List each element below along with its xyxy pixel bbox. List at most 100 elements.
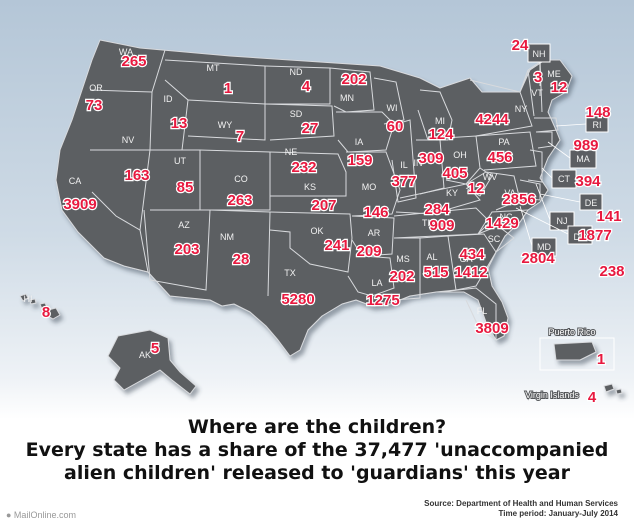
state-value-nc: 1429: [485, 215, 518, 232]
state-abbr-ks: KS: [304, 182, 316, 192]
virgin-islands-value: 4: [588, 389, 597, 406]
state-shape-hi: [19, 293, 61, 320]
state-abbr-or: OR: [89, 83, 103, 93]
state-abbr-tn: TN: [422, 218, 434, 228]
state-value-ne: 232: [291, 159, 316, 176]
state-value-ut: 85: [177, 179, 194, 196]
callout-box-dc: [567, 225, 593, 245]
state-abbr-ct: CT: [558, 174, 570, 184]
headline-line-2: Every state has a share of the 37,477 'u…: [25, 439, 609, 461]
state-abbr-ut: UT: [174, 156, 186, 166]
state-value-mo: 146: [363, 204, 388, 221]
us-state-map: WA OR CA ID NV MT WY UT CO AZ NM ND SD NE KS OK TX MN IA MO…: [19, 36, 626, 407]
state-abbr-va: VA: [504, 188, 515, 198]
state-shape-vi: [603, 383, 623, 395]
state-abbr-md: MD: [537, 242, 551, 252]
state-value-pa: 456: [487, 149, 512, 166]
state-value-oh: 405: [442, 165, 467, 182]
state-value-in: 309: [418, 150, 443, 167]
state-value-ok: 241: [324, 237, 349, 254]
state-value-wy: 7: [236, 128, 244, 145]
callout-box-nh: [527, 43, 551, 63]
state-value-dc: 238: [599, 263, 624, 280]
state-value-md: 2804: [521, 250, 555, 267]
state-abbr-mn: MN: [340, 93, 354, 103]
state-value-ca: 3909: [63, 196, 96, 213]
state-value-or: 73: [86, 97, 103, 114]
state-values: 2657339091316317852632032842723220724152…: [41, 36, 626, 358]
state-abbr-ri: RI: [593, 120, 602, 130]
state-abbr-id: ID: [164, 94, 174, 104]
state-value-ma: 989: [573, 137, 598, 154]
state-abbr-tx: TX: [284, 268, 296, 278]
state-abbr-wi: WI: [387, 103, 398, 113]
state-abbr-mt: MT: [207, 63, 220, 73]
state-value-al: 515: [423, 264, 448, 281]
headline-line-3: alien children' released to 'guardians' …: [64, 462, 570, 484]
state-value-la: 1275: [366, 292, 399, 309]
state-value-wi: 60: [387, 118, 404, 135]
state-callouts: [527, 43, 615, 371]
state-abbr-wv: WV: [483, 172, 498, 182]
state-value-mt: 1: [224, 80, 232, 97]
state-value-id: 13: [171, 115, 188, 132]
state-abbr-nj: NJ: [557, 216, 568, 226]
state-value-nv: 163: [124, 167, 149, 184]
state-value-il: 377: [391, 173, 416, 190]
time-period-line: Time period: January-July 2014: [498, 509, 618, 518]
state-shape-ak: [107, 329, 197, 395]
state-value-co: 263: [227, 192, 252, 209]
state-value-ga: 1412: [454, 264, 487, 281]
state-value-tn: 909: [429, 217, 454, 234]
state-value-hi: 8: [42, 304, 50, 321]
state-abbr-pa: PA: [498, 137, 509, 147]
source-note: Source: Department of Health and Human S…: [424, 499, 618, 519]
state-abbr-mo: MO: [362, 182, 377, 192]
mailonline-credit: ● MailOnline.com: [6, 510, 76, 520]
state-abbr-me: ME: [547, 69, 561, 79]
state-abbr-ok: OK: [310, 226, 323, 236]
state-value-ia: 159: [347, 152, 372, 169]
state-value-ri: 148: [585, 104, 610, 121]
state-abbr-ga: GA: [459, 254, 472, 264]
callout-box-pr: [539, 337, 615, 371]
state-abbr-ar: AR: [368, 228, 381, 238]
state-abbr-az: AZ: [178, 220, 190, 230]
state-abbreviations: WA OR CA ID NV MT WY UT CO AZ NM ND SD NE KS OK TX MN IA MO…: [24, 47, 602, 360]
headline: Where are the children? Every state has …: [0, 416, 634, 485]
state-abbr-hi: HI: [24, 294, 33, 304]
state-abbr-wy: WY: [218, 120, 233, 130]
state-abbr-sd: SD: [290, 109, 303, 119]
state-value-mi: 124: [428, 126, 454, 143]
state-abbr-de: DE: [585, 198, 598, 208]
state-abbr-fl: FL: [477, 306, 488, 316]
state-value-nm: 28: [233, 251, 250, 268]
state-abbr-nd: ND: [290, 67, 303, 77]
state-abbr-nv: NV: [122, 135, 135, 145]
state-abbr-nc: NC: [500, 212, 513, 222]
state-abbr-co: CO: [234, 174, 248, 184]
headline-question: Where are the children?: [187, 416, 447, 438]
state-value-nh: 24: [512, 37, 529, 54]
state-abbr-ak: AK: [139, 350, 151, 360]
state-abbr-ia: IA: [355, 137, 364, 147]
state-value-ky: 284: [424, 201, 450, 218]
state-abbr-al: AL: [426, 252, 437, 262]
callout-leaders: [515, 62, 587, 247]
puerto-rico-label: Puerto Rico: [548, 327, 595, 337]
state-abbr-in: IN: [414, 158, 423, 168]
state-abbr-ne: NE: [285, 147, 298, 157]
state-abbr-ky: KY: [446, 188, 458, 198]
state-value-ct: 394: [575, 173, 601, 190]
state-value-wa: 265: [121, 53, 146, 70]
state-abbr-ms: MS: [396, 254, 410, 264]
state-value-fl: 3809: [475, 320, 508, 337]
state-abbr-wa: WA: [119, 47, 133, 57]
state-value-ny: 4244: [475, 111, 509, 128]
state-value-nj: 1877: [578, 227, 611, 244]
state-abbr-mi: MI: [435, 116, 445, 126]
state-value-ak: 5: [151, 340, 159, 357]
state-abbr-sc: SC: [488, 234, 501, 244]
source-line: Source: Department of Health and Human S…: [424, 499, 618, 508]
